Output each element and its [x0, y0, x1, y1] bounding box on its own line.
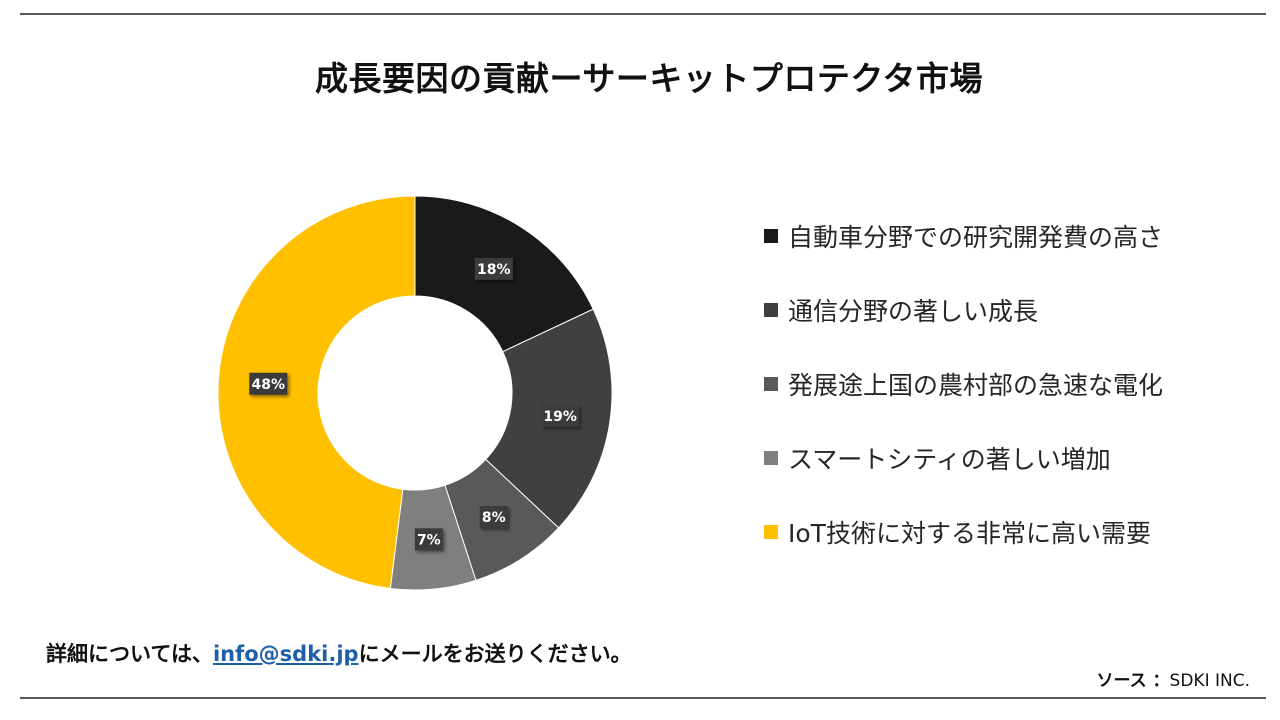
- legend-swatch: [764, 377, 778, 391]
- data-label-5: 48%: [249, 372, 288, 395]
- legend-label: スマートシティの著しい増加: [788, 445, 1111, 474]
- data-label-box: [541, 404, 580, 427]
- top-divider: [20, 13, 1266, 15]
- legend-swatch: [764, 303, 778, 317]
- data-label-4: 7%: [414, 528, 443, 551]
- data-label-box: [414, 528, 443, 551]
- legend-label: 通信分野の著しい成長: [788, 297, 1039, 326]
- legend-swatch: [764, 229, 778, 243]
- data-label-text: 7%: [417, 532, 441, 548]
- source-label: ソース ：: [1096, 671, 1170, 691]
- source-value: SDKI INC.: [1169, 671, 1250, 691]
- data-label-text: 19%: [543, 409, 577, 425]
- legend-label: IoT技術に対する非常に高い需要: [788, 519, 1151, 548]
- chart-title: 成長要因の貢献ーサーキットプロテクタ市場: [314, 59, 984, 98]
- data-label-text: 48%: [252, 377, 286, 393]
- legend-swatch: [764, 451, 778, 465]
- legend-item-4: スマートシティの著しい増加: [764, 436, 1111, 480]
- data-label-2: 19%: [541, 404, 580, 427]
- legend-swatch: [764, 525, 778, 539]
- data-label-box: [479, 506, 508, 529]
- bottom-divider: [20, 697, 1266, 699]
- data-label-3: 8%: [479, 506, 508, 529]
- contact-note-suffix: にメールをお送りください。: [358, 642, 632, 666]
- data-label-box: [249, 372, 288, 395]
- contact-email-link[interactable]: info@sdki.jp: [212, 642, 359, 666]
- legend-item-3: 発展途上国の農村部の急速な電化: [764, 362, 1163, 406]
- legend-item-1: 自動車分野での研究開発費の高さ: [764, 214, 1163, 258]
- data-label-box: [474, 257, 513, 280]
- legend-label: 自動車分野での研究開発費の高さ: [788, 223, 1164, 252]
- source-credit: ソース ：SDKI INC.: [1096, 666, 1250, 691]
- data-label-text: 8%: [482, 510, 506, 526]
- contact-note-prefix: 詳細については、: [46, 642, 213, 666]
- legend-item-2: 通信分野の著しい成長: [764, 288, 1038, 332]
- donut-chart: 18% 19% 8% 7% 48%: [217, 195, 613, 591]
- contact-note: 詳細については、info@sdki.jpにメールをお送りください。: [46, 638, 632, 668]
- legend-label: 発展途上国の農村部の急速な電化: [788, 371, 1164, 400]
- data-label-text: 18%: [477, 262, 511, 278]
- legend-item-5: IoT技術に対する非常に高い需要: [764, 510, 1151, 554]
- data-label-1: 18%: [474, 257, 513, 280]
- donut-slice-5: [217, 195, 416, 590]
